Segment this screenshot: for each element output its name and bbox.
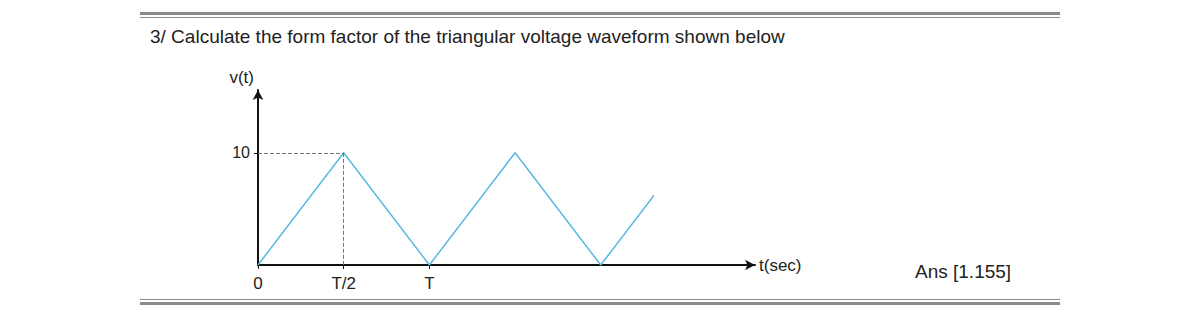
svg-text:T/2: T/2: [331, 274, 356, 293]
svg-text:t(sec): t(sec): [759, 256, 802, 275]
svg-text:3/ Calculate the form factor o: 3/ Calculate the form factor of the tria…: [150, 26, 785, 47]
svg-text:Ans [1.155]: Ans [1.155]: [915, 261, 1011, 282]
svg-text:0: 0: [253, 274, 262, 293]
svg-text:T: T: [424, 274, 434, 293]
svg-text:v(t): v(t): [229, 68, 254, 87]
svg-text:10: 10: [232, 144, 250, 161]
